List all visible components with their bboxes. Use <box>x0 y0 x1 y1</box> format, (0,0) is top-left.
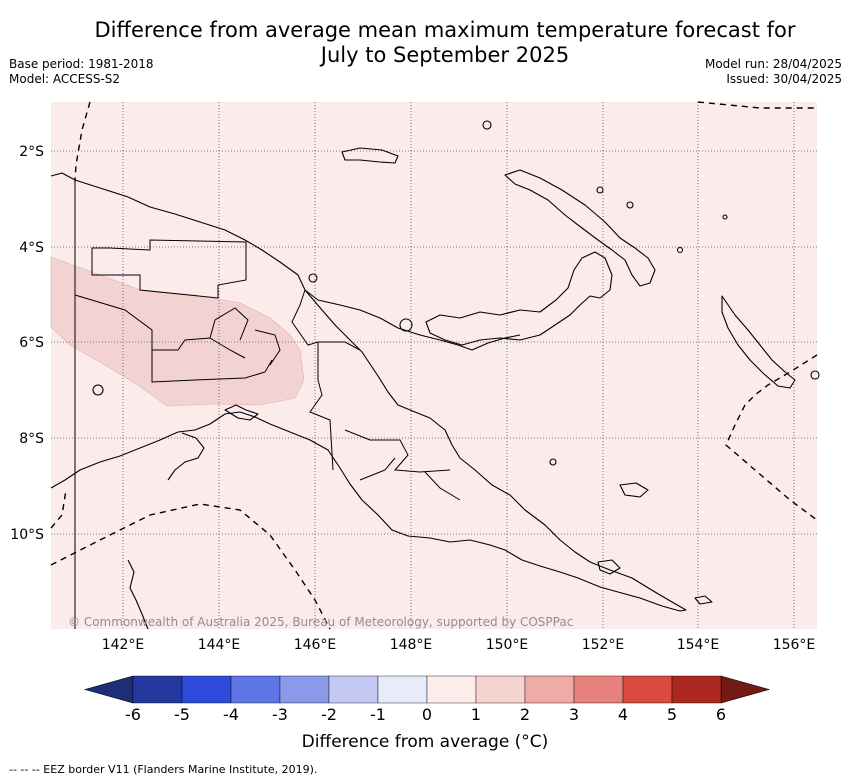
lat-tick-10s: 10°S <box>10 527 44 543</box>
colorbar-tick-label: -6 <box>125 705 141 724</box>
louisiade-island <box>694 595 713 605</box>
lon-tick-144e: 144°E <box>198 637 241 653</box>
cape-york-coastline <box>127 559 149 630</box>
colorbar-tick-label: 1 <box>471 705 481 724</box>
colorbar-cell <box>279 675 330 704</box>
manus-coastline <box>341 147 399 164</box>
lat-tick-2s: 2°S <box>19 144 44 160</box>
north-coastline <box>304 289 521 351</box>
colorbar-under-extension <box>83 675 134 704</box>
colorbar-cell <box>573 675 624 704</box>
model-info: Base period: 1981-2018 Model: ACCESS-S2 <box>9 57 154 87</box>
colorbar-tick-label: -4 <box>223 705 239 724</box>
colorbar-cell <box>328 675 379 704</box>
eez-borders <box>50 101 818 630</box>
model-name: Model: ACCESS-S2 <box>9 72 121 86</box>
new-guinea-coastline <box>50 172 687 612</box>
run-info: Model run: 28/04/2025 Issued: 30/04/2025 <box>705 57 842 87</box>
bougainville-coastline <box>721 295 796 389</box>
colorbar-cell <box>181 675 232 704</box>
anomaly-region <box>50 256 305 407</box>
colorbar-cell <box>377 675 428 704</box>
gulf-islands <box>224 404 259 421</box>
lon-tick-148e: 148°E <box>390 637 433 653</box>
title-line-1: Difference from average mean maximum tem… <box>94 18 796 42</box>
copyright-notice: © Commonwealth of Australia 2025, Bureau… <box>68 615 573 629</box>
trobriand-island <box>619 482 649 498</box>
issued-date: Issued: 30/04/2025 <box>726 72 842 86</box>
colorbar-cell <box>622 675 673 704</box>
fly-delta-coastline <box>167 432 205 481</box>
colorbar-cell <box>230 675 281 704</box>
colorbar-tick-label: 4 <box>618 705 628 724</box>
colorbar-cell <box>671 675 722 704</box>
coastlines <box>50 120 820 630</box>
colorbar-cell <box>132 675 183 704</box>
lat-tick-6s: 6°S <box>19 335 44 351</box>
new-ireland-coastline <box>504 169 656 287</box>
eez-footnote: -- -- -- EEZ border V11 (Flanders Marine… <box>9 763 318 776</box>
chart-title: Difference from average mean maximum tem… <box>60 18 830 68</box>
lat-tick-4s: 4°S <box>19 240 44 256</box>
province-borders <box>74 180 461 629</box>
lat-tick-8s: 8°S <box>19 431 44 447</box>
base-period: Base period: 1981-2018 <box>9 57 154 71</box>
colorbar-label: Difference from average (°C) <box>301 732 549 752</box>
title-line-2: July to September 2025 <box>320 43 570 67</box>
colorbar: -6 -5 -4 -3 -2 -1 0 1 2 3 4 5 6 <box>83 675 771 724</box>
colorbar-tick-label: -2 <box>321 705 337 724</box>
lon-tick-150e: 150°E <box>486 637 529 653</box>
colorbar-tick-label: -5 <box>174 705 190 724</box>
dentrecasteaux-island <box>597 559 621 575</box>
colorbar-tick-label: 3 <box>569 705 579 724</box>
lon-tick-142e: 142°E <box>102 637 145 653</box>
colorbar-tick-label: -3 <box>272 705 288 724</box>
lon-tick-146e: 146°E <box>294 637 337 653</box>
lon-tick-152e: 152°E <box>582 637 625 653</box>
colorbar-tick-label: -1 <box>370 705 386 724</box>
model-run: Model run: 28/04/2025 <box>704 57 842 71</box>
colorbar-cell <box>426 675 477 704</box>
colorbar-tick-label: 5 <box>667 705 677 724</box>
colorbar-cell <box>475 675 526 704</box>
new-britain-coastline <box>425 251 613 346</box>
longitude-labels: 142°E 144°E 146°E 148°E 150°E 152°E 154°… <box>102 637 816 653</box>
colorbar-tick-label: 6 <box>716 705 726 724</box>
colorbar-tick-label: 0 <box>422 705 432 724</box>
colorbar-over-extension <box>720 675 771 704</box>
colorbar-cell <box>524 675 575 704</box>
colorbar-tick-label: 2 <box>520 705 530 724</box>
lon-tick-156e: 156°E <box>773 637 816 653</box>
latitude-labels: 2°S 4°S 6°S 8°S 10°S <box>10 144 44 543</box>
lon-tick-154e: 154°E <box>677 637 720 653</box>
